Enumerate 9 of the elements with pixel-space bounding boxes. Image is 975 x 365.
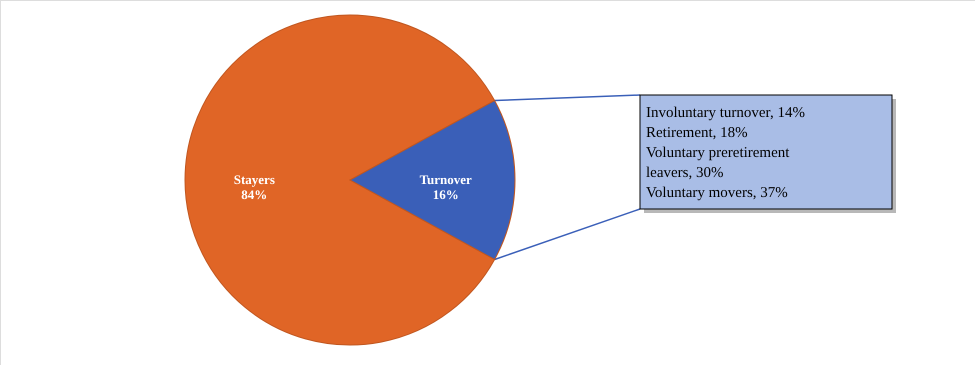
- data-label: 16%: [432, 187, 459, 202]
- slice-label: Turnover: [420, 172, 472, 187]
- text: Voluntary movers, 37%: [646, 185, 788, 201]
- text: Retirement, 18%: [646, 125, 748, 141]
- text: leavers, 30%: [646, 165, 724, 181]
- slice-label: Stayers: [234, 172, 275, 187]
- text: Involuntary turnover, 14%: [646, 105, 805, 121]
- data-label: 84%: [241, 187, 268, 202]
- text: Voluntary preretirement: [646, 145, 790, 161]
